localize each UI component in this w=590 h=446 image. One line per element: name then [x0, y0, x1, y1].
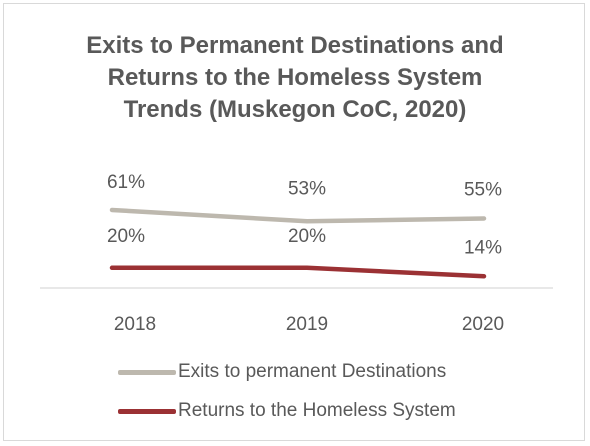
plot-area: 2018 2019 2020 61% 53% 55% 20% 20% 14% — [40, 172, 553, 335]
data-label-0-1: 53% — [288, 178, 326, 199]
data-label-1-1: 20% — [288, 226, 326, 247]
data-label-0-0: 61% — [107, 172, 145, 193]
data-label-0-2: 55% — [464, 179, 502, 200]
x-tick-label-2020: 2020 — [462, 314, 504, 335]
data-label-1-0: 20% — [107, 226, 145, 247]
chart-title-line-3: Trends (Muskegon CoC, 2020) — [123, 96, 467, 123]
x-tick-label-2019: 2019 — [286, 314, 328, 335]
series-line-1 — [109, 265, 487, 279]
legend-label-exits: Exits to permanent Destinations — [178, 361, 447, 382]
legend-item-returns: Returns to the Homeless System — [118, 400, 456, 422]
legend-swatch-exits — [118, 369, 176, 375]
chart-title-line-1: Exits to Permanent Destinations and — [86, 32, 504, 59]
x-tick-label-2018: 2018 — [114, 314, 156, 335]
legend-swatch-returns — [118, 408, 176, 414]
chart-title: Exits to Permanent Destinations and Retu… — [0, 30, 590, 126]
data-label-1-2: 14% — [464, 237, 502, 258]
chart-title-line-2: Returns to the Homeless System — [107, 64, 483, 91]
legend-label-returns: Returns to the Homeless System — [178, 400, 456, 421]
legend-item-exits: Exits to permanent Destinations — [118, 361, 446, 383]
series-line-0 — [109, 207, 487, 224]
